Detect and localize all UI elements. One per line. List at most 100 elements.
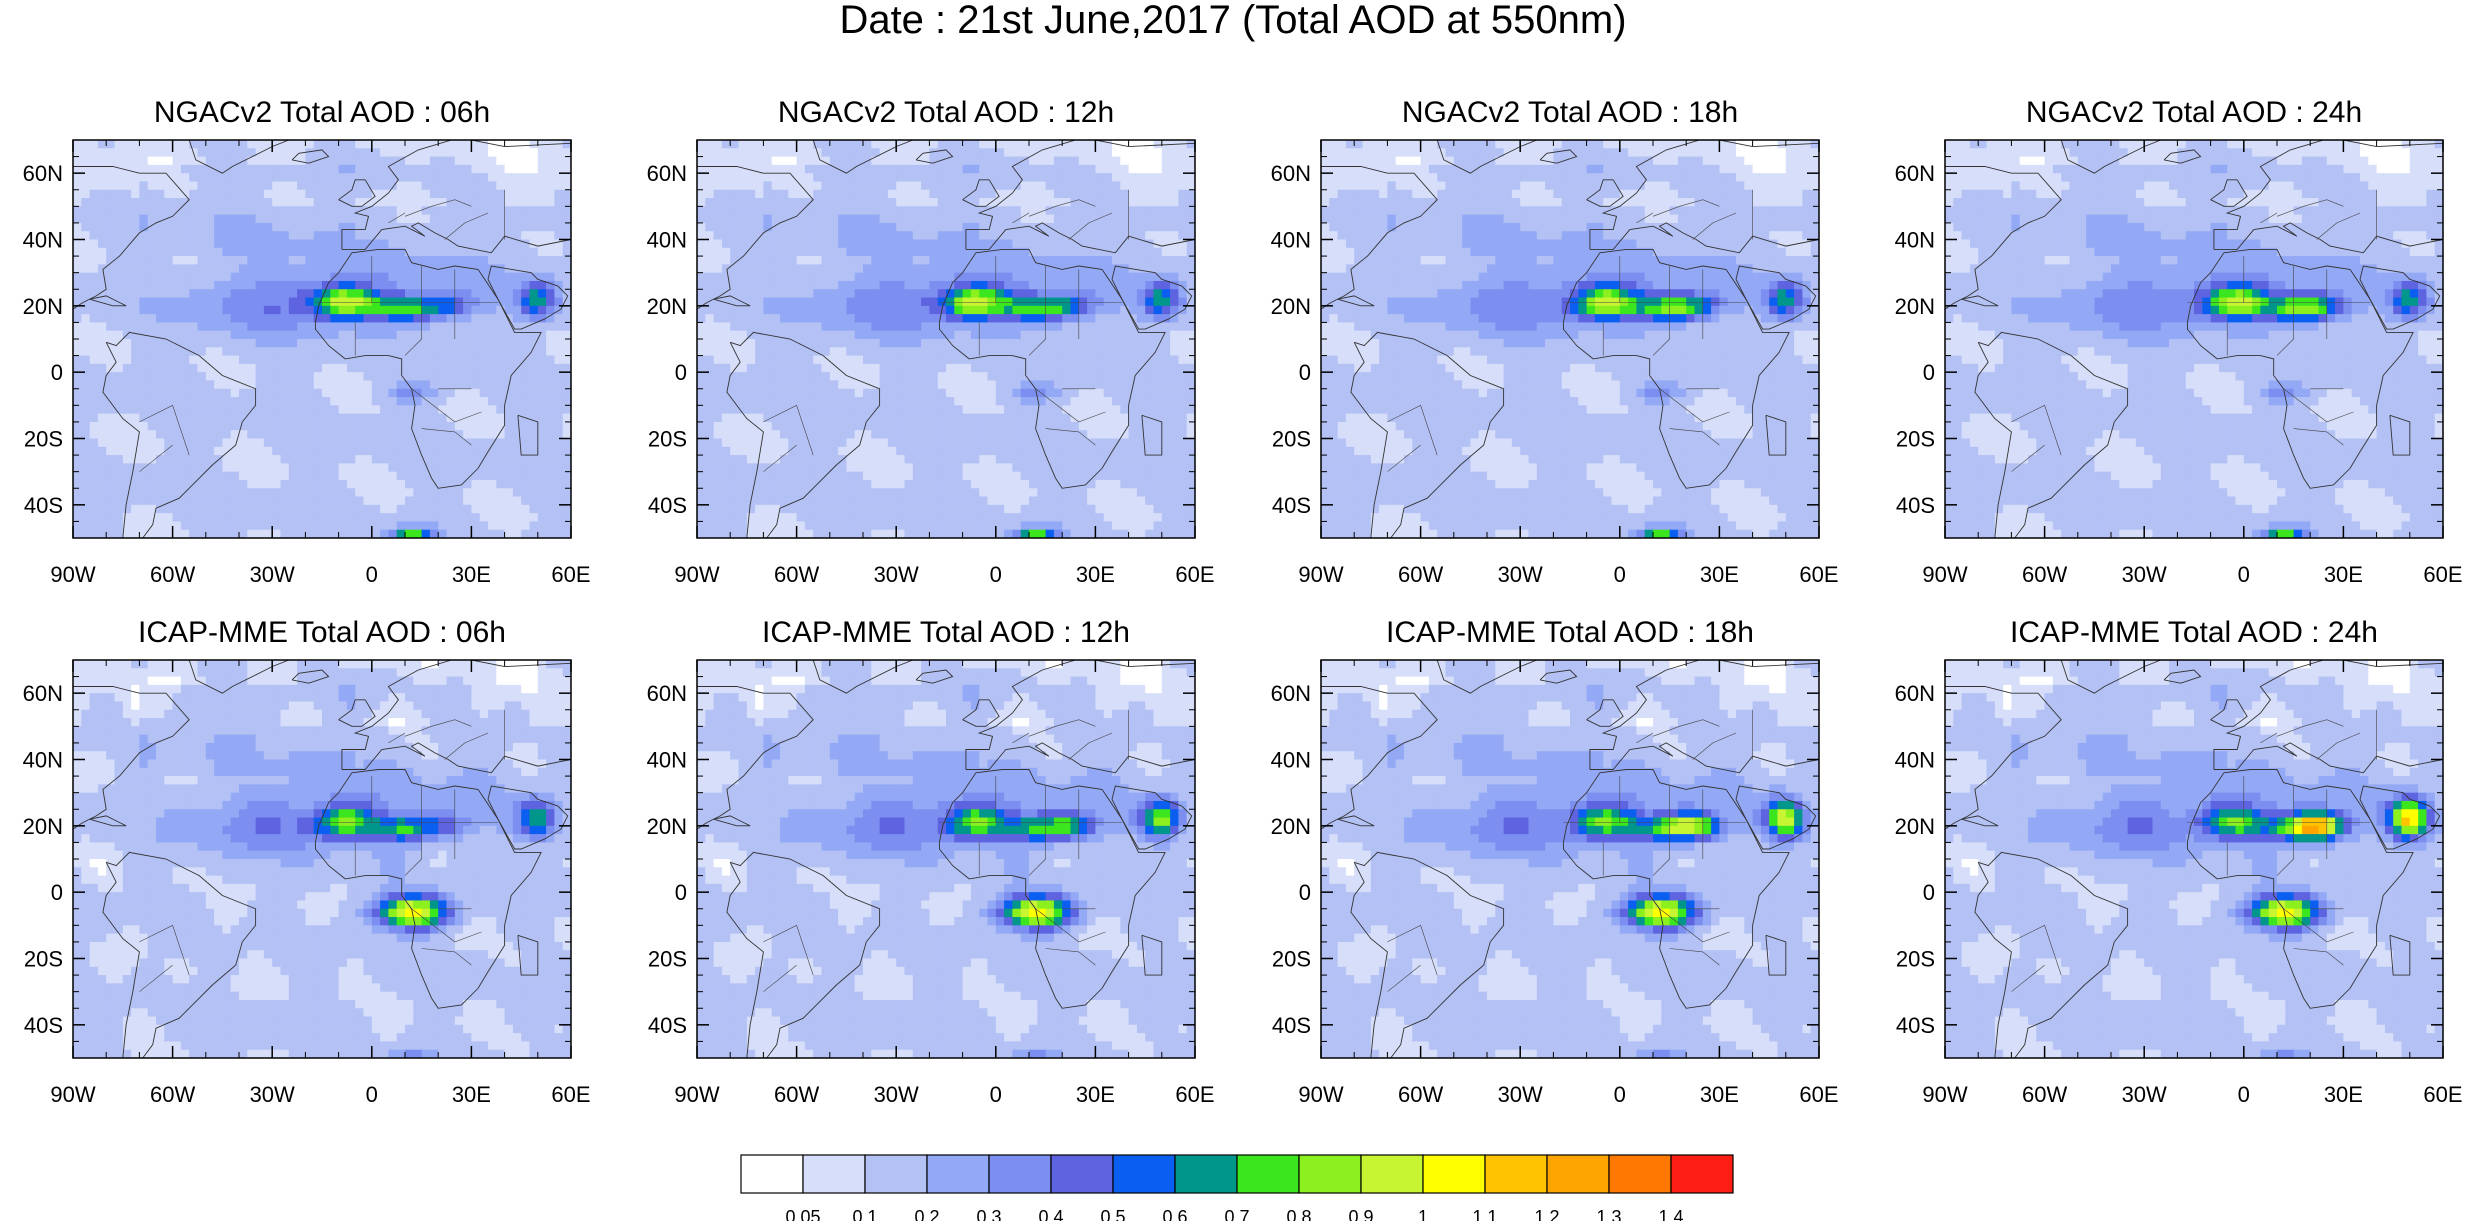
lat-tick-label: 20N <box>23 814 63 839</box>
lat-tick-label: 40S <box>648 1013 687 1038</box>
colorbar-label: 1.2 <box>1534 1207 1559 1221</box>
lon-tick-label: 30W <box>2122 562 2167 587</box>
colorbar-swatch <box>1422 1154 1486 1194</box>
lat-tick-label: 20S <box>1272 947 1311 972</box>
panel-title: ICAP-MME Total AOD : 12h <box>762 616 1130 649</box>
coastlines <box>1945 660 2443 1058</box>
lon-tick-label: 30W <box>2122 1082 2167 1107</box>
map-panel: ICAP-MME Total AOD : 06h 90W 60W 30W 0 30E 60E… <box>23 616 591 1107</box>
lat-tick-label: 60N <box>23 681 63 706</box>
coastlines <box>73 660 571 1058</box>
coastlines <box>1321 660 1819 1058</box>
colorbar-swatch <box>1174 1154 1238 1194</box>
lon-tick-label: 90W <box>1298 562 1343 587</box>
colorbar-swatch <box>1670 1154 1734 1194</box>
lat-tick-label: 0 <box>1299 360 1311 385</box>
lat-tick-label: 0 <box>51 880 63 905</box>
aod-field <box>1321 660 1819 1058</box>
lat-tick-label: 20N <box>1271 814 1311 839</box>
map-panel: NGACv2 Total AOD : 06h 90W 60W 30W 0 30E 60E 60… <box>23 96 591 587</box>
colorbar-swatch <box>1050 1154 1114 1194</box>
colorbar-label: 1.4 <box>1658 1207 1683 1221</box>
lon-tick-label: 30E <box>1076 1082 1115 1107</box>
lat-tick-label: 40S <box>1896 1013 1935 1038</box>
lat-tick-label: 20N <box>23 294 63 319</box>
lat-tick-label: 0 <box>1923 880 1935 905</box>
lat-tick-label: 40S <box>24 1013 63 1038</box>
lon-tick-label: 90W <box>1922 562 1967 587</box>
lon-tick-label: 0 <box>1614 1082 1626 1107</box>
lat-tick-label: 40S <box>24 493 63 518</box>
lon-tick-label: 30W <box>1498 1082 1543 1107</box>
lat-tick-label: 20S <box>1896 427 1935 452</box>
colorbar-swatch <box>1608 1154 1672 1194</box>
colorbar-swatch <box>1236 1154 1300 1194</box>
lat-tick-label: 20S <box>24 947 63 972</box>
colorbar-label: 0.4 <box>1038 1207 1063 1221</box>
lat-tick-label: 20N <box>1895 294 1935 319</box>
lat-tick-label: 20S <box>1272 427 1311 452</box>
lat-tick-label: 0 <box>675 880 687 905</box>
panel-title: NGACv2 Total AOD : 18h <box>1402 96 1738 129</box>
map-panel: ICAP-MME Total AOD : 12h 90W 60W 30W 0 30E 60E… <box>647 616 1215 1107</box>
lon-tick-label: 90W <box>1298 1082 1343 1107</box>
colorbar-swatch <box>1112 1154 1176 1194</box>
lon-tick-label: 90W <box>674 1082 719 1107</box>
aod-field <box>73 660 571 1058</box>
lon-tick-label: 30W <box>874 562 919 587</box>
panel-title: NGACv2 Total AOD : 06h <box>154 96 490 129</box>
lat-tick-label: 60N <box>23 161 63 186</box>
lon-tick-label: 0 <box>1614 562 1626 587</box>
aod-field <box>1945 660 2443 1058</box>
lon-tick-label: 60W <box>2022 1082 2067 1107</box>
lon-tick-label: 60E <box>2423 1082 2462 1107</box>
lon-tick-label: 60W <box>774 1082 819 1107</box>
map-panel: ICAP-MME Total AOD : 24h 90W 60W 30W 0 30E 60E… <box>1895 616 2463 1107</box>
colorbar-label: 0.7 <box>1224 1207 1249 1221</box>
colorbar-label: 1.3 <box>1596 1207 1621 1221</box>
colorbar-label: 0.9 <box>1348 1207 1373 1221</box>
lon-tick-label: 0 <box>2238 562 2250 587</box>
aod-field <box>697 660 1195 1058</box>
figure-title: Date : 21st June,2017 (Total AOD at 550n… <box>0 0 2466 50</box>
colorbar: 0.05 0.1 0.2 0.3 0.4 0.5 0.6 0.7 0.8 0.9 1 1.1 1.2 1.… <box>740 1154 1734 1221</box>
lat-tick-label: 0 <box>1299 880 1311 905</box>
lon-tick-label: 30E <box>2324 562 2363 587</box>
lon-tick-label: 90W <box>674 562 719 587</box>
lon-tick-label: 60W <box>774 562 819 587</box>
map-panel: NGACv2 Total AOD : 12h 90W 60W 30W 0 30E 60E 60… <box>647 96 1215 587</box>
lon-tick-label: 30W <box>250 562 295 587</box>
lon-tick-label: 30E <box>1700 1082 1739 1107</box>
lon-tick-label: 60E <box>2423 562 2462 587</box>
lat-tick-label: 0 <box>51 360 63 385</box>
lon-tick-label: 30E <box>2324 1082 2363 1107</box>
panel-title: NGACv2 Total AOD : 24h <box>2026 96 2362 129</box>
map-panel: NGACv2 Total AOD : 24h 90W 60W 30W 0 30E 60E 60… <box>1895 96 2463 587</box>
colorbar-label: 0.8 <box>1286 1207 1311 1221</box>
aod-field <box>1945 140 2443 538</box>
lon-tick-label: 0 <box>366 1082 378 1107</box>
lon-tick-label: 60W <box>150 1082 195 1107</box>
lat-tick-label: 20S <box>24 427 63 452</box>
aod-field <box>73 140 571 538</box>
lon-tick-label: 90W <box>50 562 95 587</box>
lat-tick-label: 20N <box>1895 814 1935 839</box>
coastlines <box>697 660 1195 1058</box>
lat-tick-label: 40N <box>23 748 63 773</box>
lon-tick-label: 60E <box>551 1082 590 1107</box>
lat-tick-label: 40N <box>1271 228 1311 253</box>
colorbar-label: 0.6 <box>1162 1207 1187 1221</box>
lon-tick-label: 30E <box>1076 562 1115 587</box>
lat-tick-label: 40N <box>1271 748 1311 773</box>
lon-tick-label: 60E <box>1799 1082 1838 1107</box>
colorbar-swatch <box>926 1154 990 1194</box>
lat-tick-label: 0 <box>675 360 687 385</box>
lon-tick-label: 60W <box>150 562 195 587</box>
colorbar-swatch <box>802 1154 866 1194</box>
colorbar-swatch <box>1360 1154 1424 1194</box>
colorbar-label: 1.1 <box>1472 1207 1497 1221</box>
lat-tick-label: 40N <box>647 748 687 773</box>
lat-tick-label: 20N <box>1271 294 1311 319</box>
lon-tick-label: 0 <box>990 562 1002 587</box>
